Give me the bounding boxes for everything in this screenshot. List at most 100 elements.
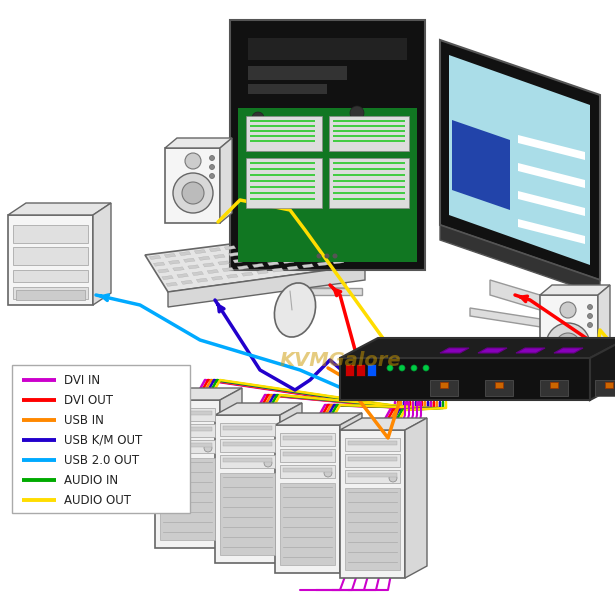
Polygon shape xyxy=(345,470,400,483)
Polygon shape xyxy=(239,244,251,248)
Polygon shape xyxy=(165,148,220,223)
Polygon shape xyxy=(280,433,335,446)
Circle shape xyxy=(173,173,213,213)
Polygon shape xyxy=(209,248,221,252)
Polygon shape xyxy=(292,288,362,295)
Polygon shape xyxy=(263,255,275,259)
Polygon shape xyxy=(340,430,405,578)
Polygon shape xyxy=(145,230,365,292)
Polygon shape xyxy=(8,203,111,215)
Text: KVMGalore: KVMGalore xyxy=(279,350,401,370)
Polygon shape xyxy=(12,365,190,513)
Polygon shape xyxy=(554,348,583,353)
Polygon shape xyxy=(173,267,184,271)
Polygon shape xyxy=(250,174,315,176)
Polygon shape xyxy=(275,425,340,573)
Polygon shape xyxy=(269,240,281,244)
Polygon shape xyxy=(275,413,362,425)
Polygon shape xyxy=(340,413,362,573)
Polygon shape xyxy=(244,250,255,254)
Circle shape xyxy=(252,112,264,124)
Circle shape xyxy=(560,302,576,318)
Polygon shape xyxy=(298,257,309,262)
Circle shape xyxy=(325,253,330,259)
Polygon shape xyxy=(196,278,208,282)
Polygon shape xyxy=(215,403,302,415)
Polygon shape xyxy=(595,380,615,396)
Polygon shape xyxy=(329,158,409,208)
Polygon shape xyxy=(348,473,397,477)
Polygon shape xyxy=(280,449,335,462)
Polygon shape xyxy=(250,125,315,127)
Polygon shape xyxy=(283,436,332,440)
Polygon shape xyxy=(233,259,245,263)
Polygon shape xyxy=(212,276,223,280)
Polygon shape xyxy=(248,84,327,94)
Circle shape xyxy=(387,365,393,371)
Polygon shape xyxy=(13,225,88,243)
Polygon shape xyxy=(540,295,598,375)
Circle shape xyxy=(587,313,592,319)
Polygon shape xyxy=(181,280,192,284)
Polygon shape xyxy=(540,380,568,396)
Polygon shape xyxy=(165,138,232,148)
Polygon shape xyxy=(226,274,238,278)
Polygon shape xyxy=(192,272,204,275)
Text: USB 2.0 OUT: USB 2.0 OUT xyxy=(64,454,139,467)
Polygon shape xyxy=(155,388,242,400)
Polygon shape xyxy=(518,191,585,216)
Polygon shape xyxy=(166,282,178,286)
Polygon shape xyxy=(250,140,315,142)
Circle shape xyxy=(182,182,204,204)
Polygon shape xyxy=(340,338,615,358)
Polygon shape xyxy=(223,426,272,430)
Polygon shape xyxy=(223,442,272,446)
Polygon shape xyxy=(224,246,236,250)
Circle shape xyxy=(210,164,215,169)
Polygon shape xyxy=(333,162,405,164)
Polygon shape xyxy=(302,264,314,268)
Polygon shape xyxy=(250,135,315,137)
Polygon shape xyxy=(333,140,405,142)
Polygon shape xyxy=(518,163,585,188)
Polygon shape xyxy=(319,241,330,245)
Polygon shape xyxy=(333,198,405,200)
Polygon shape xyxy=(590,338,615,400)
Polygon shape xyxy=(222,268,234,272)
Polygon shape xyxy=(272,268,284,272)
Polygon shape xyxy=(367,364,376,376)
Polygon shape xyxy=(430,380,458,396)
Polygon shape xyxy=(250,120,315,122)
Polygon shape xyxy=(220,388,242,548)
Circle shape xyxy=(423,365,429,371)
Polygon shape xyxy=(516,348,545,353)
Polygon shape xyxy=(248,257,260,261)
Polygon shape xyxy=(280,403,302,563)
Polygon shape xyxy=(238,108,417,262)
Polygon shape xyxy=(323,247,335,251)
Polygon shape xyxy=(163,411,212,415)
Polygon shape xyxy=(242,272,253,276)
Circle shape xyxy=(210,173,215,179)
Polygon shape xyxy=(252,263,264,268)
Polygon shape xyxy=(356,364,365,376)
Polygon shape xyxy=(345,454,400,467)
Polygon shape xyxy=(250,186,315,188)
Polygon shape xyxy=(230,20,425,270)
Polygon shape xyxy=(250,168,315,170)
Polygon shape xyxy=(183,258,195,262)
Polygon shape xyxy=(333,192,405,194)
Polygon shape xyxy=(250,162,315,164)
Polygon shape xyxy=(304,242,315,247)
Polygon shape xyxy=(440,348,469,353)
Polygon shape xyxy=(215,415,280,563)
Polygon shape xyxy=(293,251,304,255)
Polygon shape xyxy=(605,382,613,388)
Polygon shape xyxy=(289,244,300,248)
Polygon shape xyxy=(13,287,88,299)
Polygon shape xyxy=(283,452,332,456)
Circle shape xyxy=(587,323,592,328)
Circle shape xyxy=(333,253,338,259)
Circle shape xyxy=(587,304,592,310)
Polygon shape xyxy=(329,116,409,151)
